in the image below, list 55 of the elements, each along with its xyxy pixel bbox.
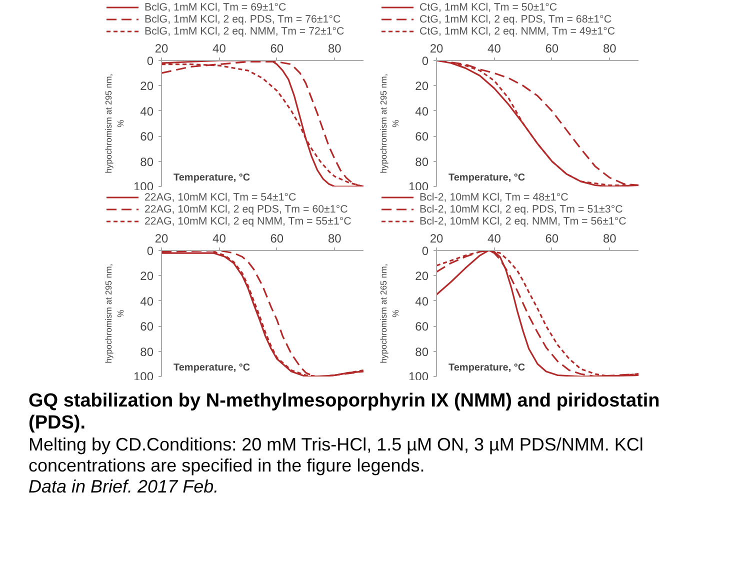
y-tick-label: 0	[146, 54, 154, 68]
legend-label: CtG, 1mM KCl, Tm = 50±1°C	[420, 2, 558, 14]
y-tick-label: 60	[415, 320, 429, 334]
legend-label: CtG, 1mM KCl, 2 eq. PDS, Tm = 68±1°C	[420, 14, 612, 26]
y-tick-label: 20	[415, 79, 429, 94]
legend-label: Bcl-2, 10mM KCl, Tm = 48±1°C	[420, 192, 569, 204]
x-tick-label: 80	[602, 232, 617, 246]
x-tick-label: 80	[328, 42, 342, 56]
y-tick-label: 40	[415, 294, 429, 308]
y-tick-label: 20	[415, 269, 429, 284]
x-tick-label: 40	[488, 232, 502, 246]
y-axis-title: hypochromism at 295 nm, %	[103, 74, 126, 174]
legend-label: CtG, 1mM KCl, 2 eq. NMM, Tm = 49±1°C	[420, 26, 616, 38]
y-axis-title: hypochromism at 265 nm, %	[378, 264, 400, 364]
legend-label: 22AG, 10mM KCl, Tm = 54±1°C	[144, 192, 297, 204]
y-tick-label: 20	[140, 79, 154, 94]
x-tick-label: 40	[212, 42, 226, 56]
legend-label: Bcl-2, 10mM KCl, 2 eq. PDS, Tm = 51±3°C	[420, 204, 624, 216]
legend-label: 22AG, 10mM KCl, 2 eq PDS, Tm = 60±1°C	[144, 204, 348, 216]
x-axis-title: Temperature, °C	[174, 172, 250, 184]
x-tick-label: 60	[545, 232, 559, 246]
x-tick-label: 80	[328, 232, 342, 246]
x-axis-title: Temperature, °C	[174, 362, 250, 374]
y-tick-label: 0	[422, 54, 429, 68]
text: GQ stabilization by N-methylmesoporphyrin IX (NMM) and piridostatin (PDS).	[28, 390, 660, 434]
legend-label: BclG, 1mM KCl, Tm = 69±1°C	[144, 2, 286, 14]
y-tick-label: 80	[140, 154, 154, 169]
y-tick-label: 80	[140, 344, 154, 359]
y-tick-label: 0	[422, 244, 429, 258]
legend-label: BclG, 1mM KCl, 2 eq. PDS, Tm = 76±1°C	[144, 14, 341, 26]
x-tick-label: 40	[212, 232, 226, 246]
x-tick-label: 40	[488, 42, 502, 56]
y-tick-label: 60	[415, 130, 429, 144]
legend-label: BclG, 1mM KCl, 2 eq. NMM, Tm = 72±1°C	[144, 26, 345, 38]
x-axis-title: Temperature, °C	[448, 362, 526, 374]
legend-label: 22AG, 10mM KCl, 2 eq NMM, Tm = 55±1°C	[144, 216, 352, 228]
y-tick-label: 20	[140, 269, 154, 284]
y-tick-label: 40	[415, 104, 429, 118]
y-tick-label: 0	[146, 244, 154, 258]
x-tick-label: 60	[270, 42, 284, 56]
x-tick-label: 80	[602, 42, 617, 56]
text: Data in Brief. 2017 Feb.	[28, 476, 219, 496]
y-tick-label: 60	[140, 130, 154, 144]
y-tick-label: 60	[140, 320, 154, 334]
y-axis-title: hypochromism at 295 nm, %	[378, 74, 400, 174]
y-tick-label: 40	[140, 294, 154, 308]
x-axis-title: Temperature, °C	[448, 172, 526, 184]
y-tick-label: 80	[415, 154, 429, 169]
x-tick-label: 60	[270, 232, 284, 246]
y-tick-label: 40	[140, 104, 154, 118]
y-axis-title: hypochromism at 295 nm, %	[103, 264, 126, 364]
x-tick-label: 60	[545, 42, 559, 56]
text: Melting by CD.Conditions: 20 mM Tris-HCl, 1.5 µM ON, 3 µM PDS/NMM. KCl concentrations are specified in the figure legends.	[28, 434, 644, 476]
legend-label: Bcl-2, 10mM KCl, 2 eq. NMM, Tm = 56±1°C	[420, 216, 627, 228]
y-tick-label: 80	[415, 344, 429, 359]
